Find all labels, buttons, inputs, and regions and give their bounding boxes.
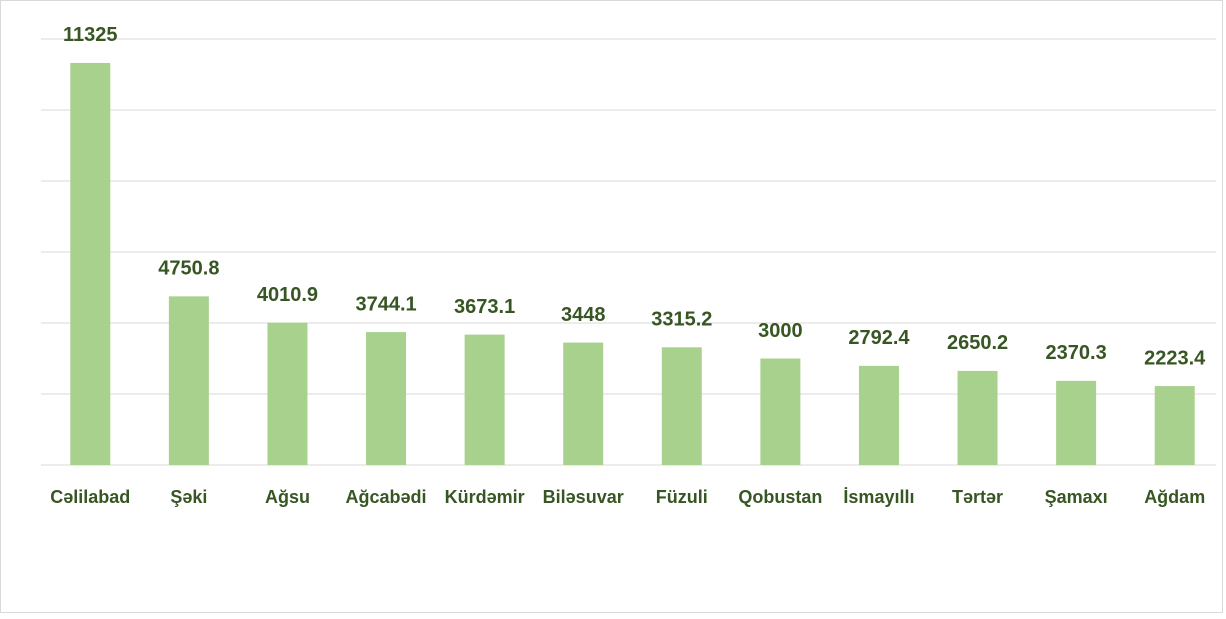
data-label: 2792.4 — [848, 327, 910, 349]
x-tick-label: İsmayıllı — [843, 487, 914, 507]
data-label: 3000 — [758, 320, 803, 342]
bar — [957, 370, 998, 465]
data-label: 3673.1 — [454, 296, 515, 318]
data-label: 4010.9 — [257, 284, 318, 306]
bar — [1154, 386, 1195, 465]
x-tick-label: Ağcabədi — [346, 487, 427, 507]
data-label: 4750.8 — [158, 258, 219, 280]
bar — [563, 342, 604, 465]
data-label: 3448 — [561, 304, 606, 326]
data-label: 2223.4 — [1144, 347, 1206, 369]
x-tick-label: Kürdəmir — [445, 487, 525, 507]
x-tick-label: Cəlilabad — [50, 487, 130, 507]
bar — [70, 62, 111, 466]
x-tick-label: Qobustan — [738, 487, 822, 507]
bar — [858, 365, 899, 465]
x-tick-label: Füzuli — [656, 487, 708, 507]
x-tick-label: Şamaxı — [1045, 487, 1108, 507]
bar — [661, 347, 702, 465]
data-label: 2650.2 — [947, 332, 1008, 354]
bar — [760, 358, 801, 465]
bar — [267, 322, 308, 465]
x-tick-label: Şəki — [170, 487, 207, 507]
bar — [366, 332, 407, 465]
bar — [464, 334, 505, 465]
x-tick-label: Tərtər — [952, 487, 1003, 507]
x-tick-label: Ağdam — [1144, 487, 1205, 507]
data-label: 3744.1 — [355, 293, 416, 315]
bar — [168, 296, 209, 465]
bar — [1056, 380, 1097, 465]
data-label: 11325 — [63, 24, 118, 46]
data-label: 3315.2 — [651, 309, 712, 331]
x-tick-label: Biləsuvar — [543, 487, 624, 507]
data-label: 2370.3 — [1046, 342, 1107, 364]
x-tick-label: Ağsu — [265, 487, 310, 507]
